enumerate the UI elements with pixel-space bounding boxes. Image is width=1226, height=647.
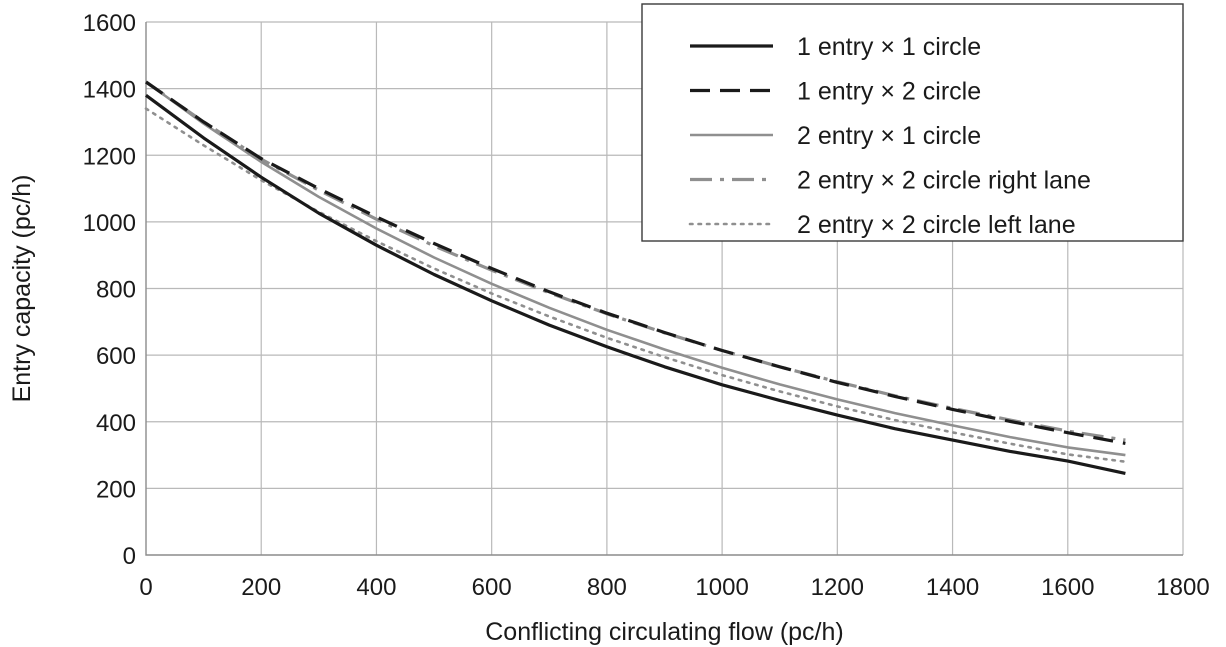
- axis-lines: [145, 22, 1183, 556]
- y-tick-label: 0: [123, 543, 136, 570]
- y-tick-label: 1600: [83, 10, 136, 37]
- chart-tick-labels: 0 200 400 600 800 1000 1200 1400 1600 1800 0 200 400…: [83, 10, 1210, 601]
- x-tick-label: 800: [587, 574, 627, 601]
- x-tick-label: 1000: [695, 574, 748, 601]
- y-tick-label: 1400: [83, 77, 136, 104]
- legend-label: 2 entry × 2 circle right lane: [797, 167, 1091, 195]
- x-tick-label: 600: [472, 574, 512, 601]
- y-tick-label: 200: [96, 476, 136, 503]
- y-axis-title: Entry capacity (pc/h): [8, 175, 36, 403]
- x-axis-title: Conflicting circulating flow (pc/h): [485, 618, 843, 646]
- legend-box: [641, 3, 1184, 242]
- chart-series: [144, 80, 1127, 475]
- y-tick-label: 400: [96, 410, 136, 437]
- x-tick-label: 1400: [926, 574, 979, 601]
- y-tick-label: 1200: [83, 143, 136, 170]
- legend-label: 1 entry × 1 circle: [797, 33, 981, 61]
- x-tick-label: 1600: [1041, 574, 1094, 601]
- legend-label: 2 entry × 1 circle: [797, 122, 981, 150]
- series-line-1: [145, 94, 1126, 475]
- x-tick-label: 1200: [811, 574, 864, 601]
- x-tick-label: 400: [356, 574, 396, 601]
- series-line-3: [145, 80, 1126, 457]
- series-line-2: [145, 80, 1126, 445]
- y-tick-label: 1000: [83, 210, 136, 237]
- chart-legend: 1 entry × 1 circle 1 entry × 2 circle 2 en…: [641, 3, 1184, 242]
- x-tick-label: 1800: [1156, 574, 1209, 601]
- x-tick-label: 200: [241, 574, 281, 601]
- legend-label: 1 entry × 2 circle: [797, 78, 981, 106]
- x-tick-label: 0: [139, 574, 152, 601]
- legend-label: 2 entry × 2 circle left lane: [797, 211, 1076, 239]
- y-tick-label: 600: [96, 343, 136, 370]
- chart-axes: [145, 22, 1183, 556]
- y-tick-label: 800: [96, 277, 136, 304]
